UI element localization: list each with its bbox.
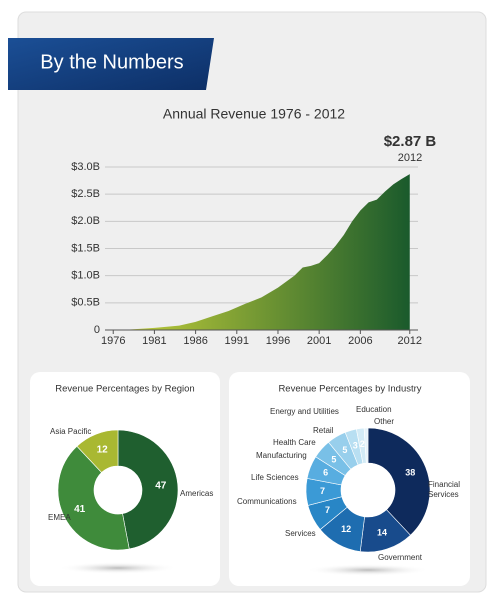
category-label: Manufacturing: [256, 451, 307, 460]
value-label: 47: [155, 481, 167, 492]
x-tick-label: 2012: [398, 335, 422, 347]
y-tick-label: $2.5B: [71, 188, 100, 200]
area: [113, 174, 410, 330]
category-label: Education: [356, 405, 392, 414]
chart-title: Revenue Percentages by Industry: [278, 384, 421, 395]
category-label: Asia Pacific: [50, 427, 91, 436]
value-label: 6: [323, 468, 328, 478]
value-label: 14: [377, 528, 387, 538]
category-label: EMEA: [48, 513, 71, 522]
y-tick-label: $1.0B: [71, 270, 100, 282]
y-tick-label: $2.0B: [71, 215, 100, 227]
chart-title: Revenue Percentages by Region: [55, 384, 194, 395]
value-label: 38: [405, 468, 415, 478]
category-label: Retail: [313, 426, 334, 435]
shadow: [58, 562, 178, 574]
banner: [8, 38, 214, 90]
x-tick-label: 1976: [101, 335, 125, 347]
annotation: $2.87 B: [384, 133, 437, 150]
y-tick-label: 0: [94, 324, 100, 336]
category-label-box: Financial Services: [428, 480, 461, 499]
value-label: 12: [341, 524, 351, 534]
y-tick-label: $3.0B: [71, 161, 100, 173]
chart-title: Annual Revenue 1976 - 2012: [163, 106, 345, 122]
category-label: Government: [378, 553, 423, 562]
annotation-sub: 2012: [398, 152, 422, 164]
category-label: Financial Services: [428, 480, 461, 499]
x-tick-label: 1991: [225, 335, 249, 347]
x-tick-label: 1996: [266, 335, 290, 347]
donut-hole: [341, 463, 395, 517]
category-label: Energy and Utilities: [270, 407, 339, 416]
value-label: 7: [320, 486, 325, 496]
value-label: 2: [360, 439, 365, 449]
value-label: 5: [342, 445, 347, 455]
shadow: [306, 564, 430, 576]
category-label: Communications: [237, 497, 297, 506]
y-tick-label: $0.5B: [71, 297, 100, 309]
category-label: Life Sciences: [251, 473, 299, 482]
value-label: 12: [97, 445, 109, 456]
x-tick-label: 2006: [348, 335, 372, 347]
category-label: Americas: [180, 489, 213, 498]
category-label: Health Care: [273, 438, 316, 447]
value-label: 41: [74, 504, 86, 515]
value-label: 7: [325, 505, 330, 515]
value-label: 3: [353, 441, 358, 451]
donut-hole: [94, 466, 142, 514]
value-label: 5: [331, 454, 336, 464]
x-tick-label: 2001: [307, 335, 331, 347]
banner-title: By the Numbers: [40, 51, 183, 73]
category-label: Other: [374, 417, 394, 426]
y-tick-label: $1.5B: [71, 242, 100, 254]
x-tick-label: 1981: [142, 335, 166, 347]
category-label: Services: [285, 529, 316, 538]
x-tick-label: 1986: [183, 335, 207, 347]
